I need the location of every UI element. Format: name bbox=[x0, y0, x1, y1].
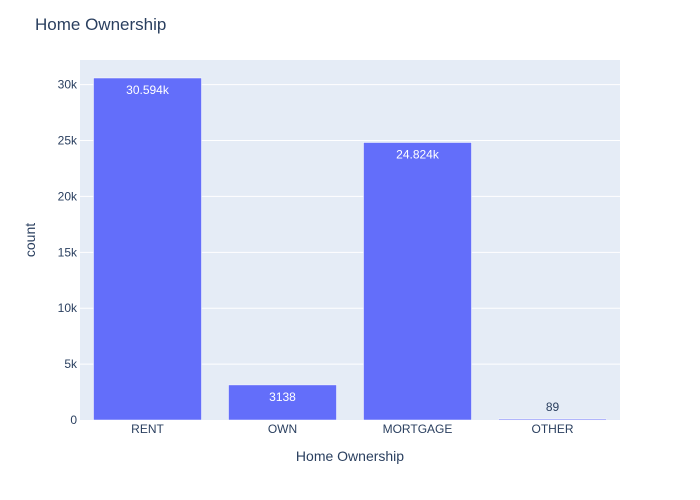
bar-mortgage[interactable] bbox=[363, 142, 472, 421]
y-tick-label: 0 bbox=[70, 413, 77, 427]
bar-value-label: 30.594k bbox=[126, 83, 170, 97]
bar-other[interactable] bbox=[498, 418, 607, 421]
y-tick-label: 30k bbox=[58, 78, 78, 92]
bar-value-label: 24.824k bbox=[396, 147, 440, 161]
bars bbox=[93, 77, 607, 421]
bar-value-label: 3138 bbox=[269, 390, 296, 404]
x-tick-label: OWN bbox=[268, 422, 297, 436]
x-axis-title: Home Ownership bbox=[296, 448, 404, 464]
y-tick-label: 25k bbox=[58, 134, 78, 148]
y-axis-ticks: 0 5k 10k 15k 20k 25k 30k bbox=[58, 78, 78, 427]
bar-value-label: 89 bbox=[546, 400, 560, 414]
x-axis-ticks: RENT OWN MORTGAGE OTHER bbox=[131, 422, 574, 436]
bar-labels: 30.594k 3138 24.824k 89 bbox=[126, 83, 559, 414]
y-tick-label: 10k bbox=[58, 301, 78, 315]
x-tick-label: RENT bbox=[131, 422, 164, 436]
bar-rent[interactable] bbox=[93, 77, 202, 421]
bar-own[interactable] bbox=[228, 384, 337, 421]
y-tick-label: 5k bbox=[64, 357, 78, 371]
y-tick-label: 15k bbox=[58, 245, 78, 259]
y-tick-label: 20k bbox=[58, 189, 78, 203]
x-tick-label: OTHER bbox=[532, 422, 574, 436]
y-axis-title: count bbox=[22, 223, 38, 257]
x-tick-label: MORTGAGE bbox=[383, 422, 453, 436]
chart-title: Home Ownership bbox=[35, 15, 166, 34]
